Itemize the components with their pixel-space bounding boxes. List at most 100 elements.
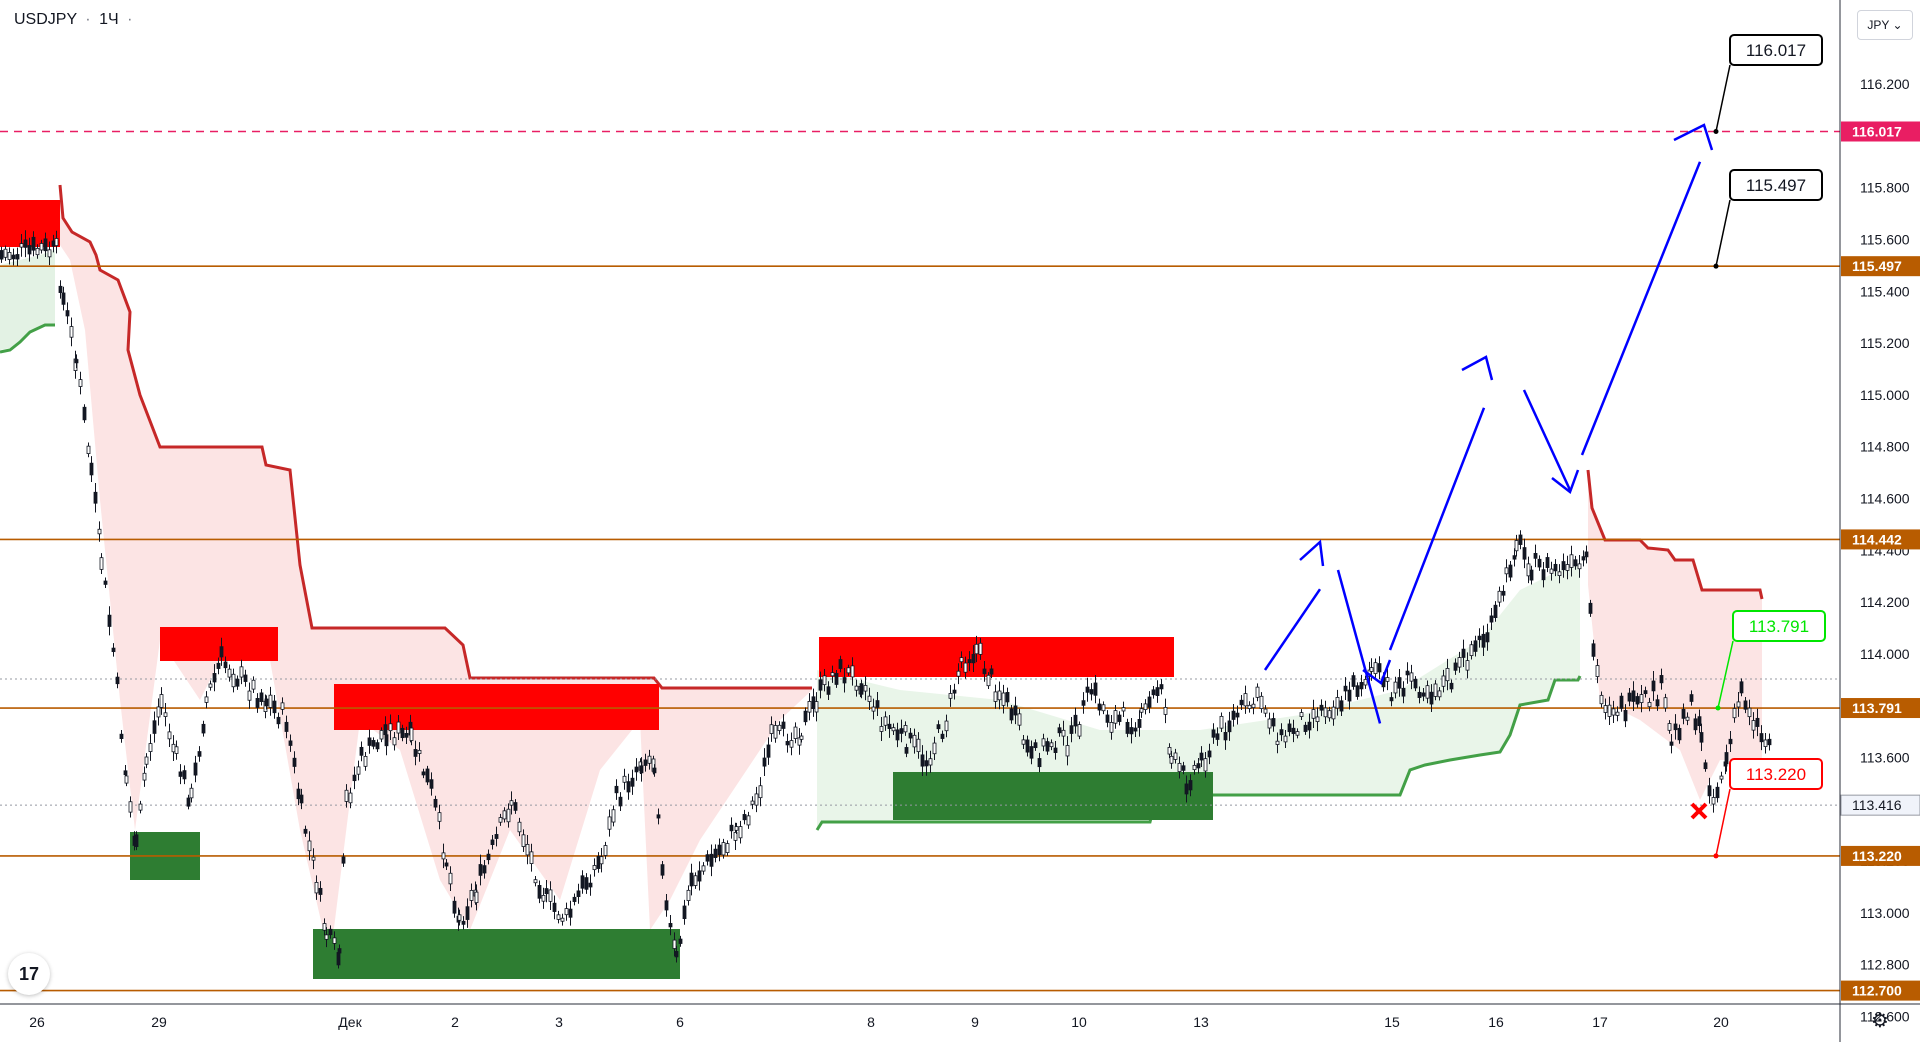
candle-body <box>1681 708 1686 719</box>
level-badge-label-5: 112.700 <box>1852 983 1902 999</box>
level-badge-label-3: 113.791 <box>1852 700 1902 716</box>
gear-icon[interactable]: ⚙ <box>1871 1010 1889 1032</box>
candle-body <box>1545 557 1550 568</box>
candle-body <box>348 792 353 804</box>
y-tick-label-1: 112.800 <box>1860 957 1910 973</box>
candle-body <box>1389 697 1394 702</box>
price-axis <box>1840 0 1920 1004</box>
candle-body <box>1373 662 1378 675</box>
candle-body <box>811 696 816 710</box>
candle-body <box>107 614 112 627</box>
candle-body <box>1522 547 1527 560</box>
candle-body <box>1335 697 1340 709</box>
candle-body <box>1728 738 1733 745</box>
candle-body <box>1385 677 1390 682</box>
candle-body <box>709 853 714 867</box>
candle-body <box>1763 739 1768 747</box>
candle-body <box>537 885 542 899</box>
supply-zone-3 <box>334 684 659 730</box>
bullish-trail-line-left <box>0 323 55 354</box>
candle-body <box>871 706 876 712</box>
candle-body <box>268 694 273 708</box>
dots-icon[interactable]: · <box>127 11 133 28</box>
candle-body <box>227 668 232 678</box>
x-tick-label-13: 20 <box>1713 1014 1729 1030</box>
candle-body <box>35 247 40 256</box>
candle-body <box>948 693 953 699</box>
candle-body <box>1061 729 1066 737</box>
candle-body <box>1307 721 1312 731</box>
candle-body <box>388 723 393 732</box>
candle-body <box>1231 710 1236 720</box>
candle-body <box>1223 732 1228 741</box>
bullish-trail-area-left <box>0 250 55 350</box>
candle-body <box>1163 706 1168 715</box>
candle-body <box>967 659 972 664</box>
candle-body <box>754 793 759 806</box>
forecast-leg-4 <box>1580 161 1702 456</box>
bullish-trail-area <box>817 565 1580 830</box>
candle-body <box>303 828 308 834</box>
candle-body <box>1363 679 1368 686</box>
callout-115497-label: 115.497 <box>1746 176 1806 195</box>
candle-body <box>219 646 224 658</box>
supply-zone-2 <box>160 627 278 661</box>
candle-body <box>328 928 333 936</box>
candle-body <box>457 914 462 921</box>
candle-body <box>1715 786 1720 799</box>
candle-body <box>777 724 782 731</box>
candle-body <box>1033 742 1038 749</box>
candle-body <box>1073 714 1078 727</box>
callout-113220-dot <box>1713 853 1719 859</box>
candle-body <box>1089 689 1094 695</box>
candle-body <box>1599 694 1604 705</box>
candle-body <box>668 923 673 928</box>
candle-body <box>1514 540 1519 552</box>
candle-body <box>618 796 623 807</box>
candle-body <box>552 902 557 912</box>
candle-body <box>1651 680 1656 692</box>
candle-body <box>482 865 487 874</box>
currency-button[interactable]: JPY ⌄ <box>1857 10 1913 40</box>
candle-body <box>78 379 83 387</box>
candle-body <box>560 917 565 922</box>
symbol-name: USDJPY <box>14 11 77 28</box>
candle-body <box>1129 727 1134 735</box>
candle-body <box>899 728 904 734</box>
candle-body <box>1347 689 1352 702</box>
candle-body <box>417 749 422 754</box>
candle-body <box>367 737 372 746</box>
candle-body <box>1155 687 1160 697</box>
candle-body <box>167 731 172 740</box>
y-tick-label-18: 116.200 <box>1860 76 1910 92</box>
candle-body <box>54 238 59 247</box>
x-tick-label-6: 8 <box>867 1014 875 1030</box>
candle-body <box>119 733 124 739</box>
candle-body <box>842 677 847 684</box>
bearish-trail-area-2 <box>1588 470 1762 800</box>
candle-body <box>607 816 612 830</box>
candle-body <box>1159 684 1164 690</box>
tradingview-logo[interactable]: 17 <box>8 953 50 995</box>
candle-body <box>721 842 726 856</box>
candle-body <box>725 843 730 853</box>
candle-body <box>660 864 665 876</box>
candle-body <box>1591 643 1596 657</box>
candle-body <box>1393 681 1398 694</box>
candle-body <box>1699 732 1704 743</box>
candle-body <box>322 923 327 931</box>
candle-body <box>596 855 601 869</box>
candle-body <box>1553 563 1558 572</box>
callout-116017-pointer <box>1715 64 1731 132</box>
candle-body <box>1177 762 1182 772</box>
y-tick-label-15: 115.600 <box>1860 232 1910 248</box>
candle-body <box>216 662 221 669</box>
x-tick-label-12: 17 <box>1592 1014 1608 1030</box>
candle-body <box>465 906 470 920</box>
candle-body <box>1397 677 1402 689</box>
candle-body <box>1013 705 1018 716</box>
symbol-title[interactable]: USDJPY · 1Ч · <box>14 11 136 29</box>
candle-body <box>1541 569 1546 581</box>
candle-body <box>1584 551 1589 558</box>
